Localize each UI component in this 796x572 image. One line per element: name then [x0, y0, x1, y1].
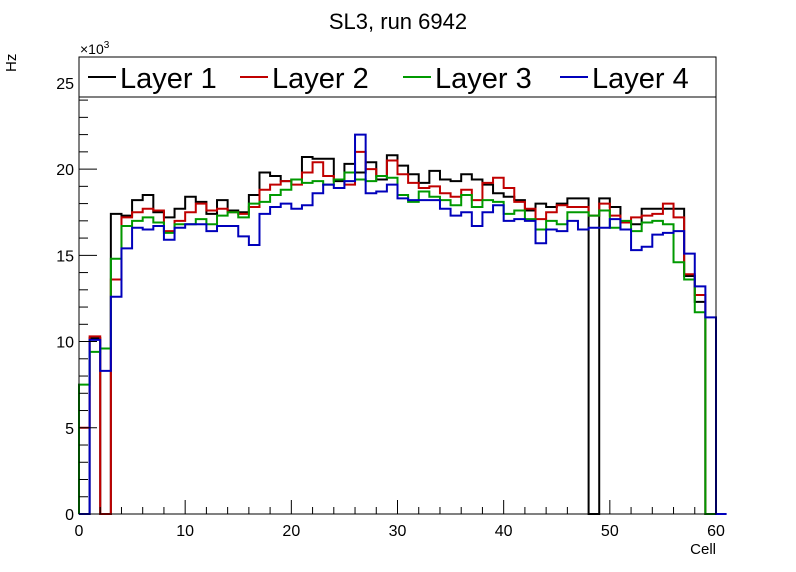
- legend-box: [78, 56, 717, 98]
- y-multiplier-exponent: 3: [104, 40, 110, 51]
- x-tick-label: 10: [176, 523, 194, 540]
- legend-label-layer-2: Layer 2: [272, 63, 369, 95]
- x-tick-label: 60: [707, 523, 725, 540]
- legend-label-layer-3: Layer 3: [435, 63, 532, 95]
- x-tick-label: 20: [282, 523, 300, 540]
- plot-frame: [78, 56, 717, 515]
- y-tick-label: 20: [56, 162, 74, 179]
- x-tick-label: 0: [75, 523, 84, 540]
- y-tick-label: 0: [65, 507, 74, 524]
- series-line-layer-4: [79, 133, 727, 515]
- y-tick-label: 10: [56, 335, 74, 352]
- y-tick-label: 15: [56, 248, 74, 265]
- legend: Layer 1 Layer 2 Layer 3 Layer 4: [78, 56, 717, 98]
- y-axis-label: Hz: [3, 54, 20, 72]
- series-layer: [78, 133, 727, 515]
- legend-label-layer-1: Layer 1: [120, 63, 217, 95]
- axis-layer: 0 10 20 30 40 50 60 0 5 10 15 20 25: [56, 65, 725, 540]
- legend-label-layer-4: Layer 4: [592, 63, 689, 95]
- x-tick-label: 40: [495, 523, 513, 540]
- series-line-layer-3: [78, 171, 716, 515]
- y-axis-multiplier: ×103: [80, 40, 110, 57]
- y-tick-label: 5: [65, 421, 74, 438]
- y-multiplier-base: ×10: [80, 41, 104, 57]
- x-tick-label: 30: [389, 523, 407, 540]
- series-line-layer-2: [78, 150, 716, 515]
- y-tick-label: 25: [56, 76, 74, 93]
- chart-title: SL3, run 6942: [329, 9, 467, 34]
- x-axis-label: Cell: [690, 541, 716, 558]
- series-line-layer-1: [79, 154, 716, 515]
- x-tick-label: 50: [601, 523, 619, 540]
